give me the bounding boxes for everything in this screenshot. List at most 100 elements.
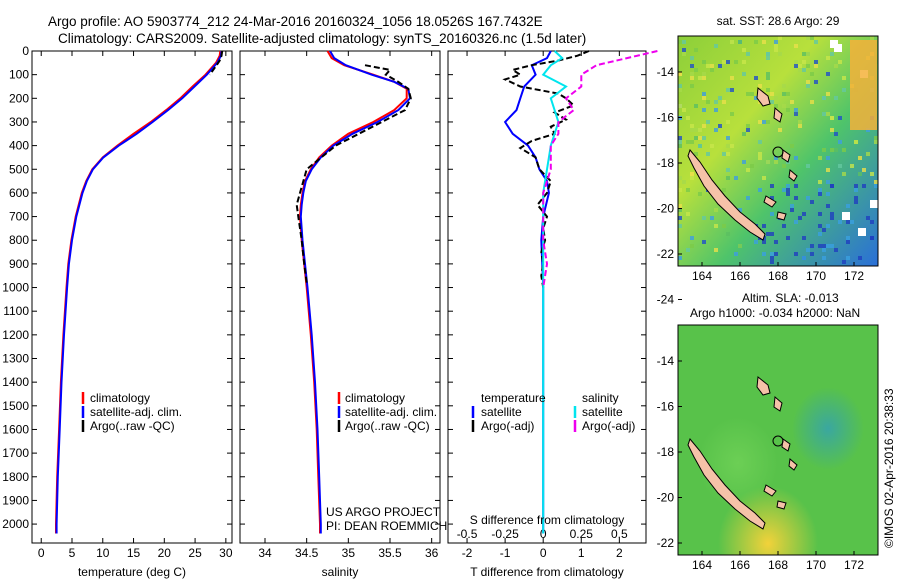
sst-pixel xyxy=(714,208,718,212)
difference-x-label: T difference from climatology xyxy=(470,565,624,579)
legend-label-temp-argo: Argo(-adj) xyxy=(481,419,534,433)
sst-pixel xyxy=(818,192,822,196)
sst-pixel xyxy=(854,196,858,200)
sst-pixel xyxy=(698,144,702,148)
sst-pixel xyxy=(754,40,758,44)
sst-pixel xyxy=(766,88,770,92)
sst-pixel xyxy=(754,96,758,100)
series-line-climatology xyxy=(298,50,408,534)
sst-pixel xyxy=(802,212,806,216)
sst-pixel xyxy=(826,56,830,60)
sst-pixel xyxy=(778,128,782,132)
sst-pixel xyxy=(686,212,690,216)
sst-pixel xyxy=(694,128,698,132)
sst-pixel xyxy=(686,248,690,252)
sst-pixel xyxy=(854,188,858,192)
sst-pixel xyxy=(746,52,750,56)
sst-pixel xyxy=(754,240,758,244)
sst-pixel xyxy=(766,72,770,76)
y-tick-label: 800 xyxy=(9,233,29,247)
sst-pixel xyxy=(826,180,830,184)
sst-pixel xyxy=(738,208,742,212)
map-x-tick-label: 172 xyxy=(844,269,864,283)
x-tick-label: 25 xyxy=(188,546,202,560)
sst-pixel xyxy=(834,96,838,100)
series-line-satellite-adj-clim xyxy=(299,50,412,534)
series-line-satellite-adj-clim xyxy=(55,50,223,534)
difference-legend-temperature: temperature satellite Argo(-adj) xyxy=(471,391,546,433)
sst-pixel xyxy=(694,152,698,156)
sst-pixel xyxy=(806,248,810,252)
sst-pixel xyxy=(762,240,766,244)
sst-pixel xyxy=(826,92,830,96)
x-tick-label: 36 xyxy=(425,546,439,560)
sst-pixel xyxy=(798,124,802,128)
sst-pixel xyxy=(814,80,818,84)
y-tick-label: 2000 xyxy=(2,517,29,531)
sst-pixel xyxy=(786,108,790,112)
sst-pixel xyxy=(782,104,786,108)
sst-pixel xyxy=(726,136,730,140)
sst-pixel xyxy=(810,36,814,40)
y-tick-label: 900 xyxy=(9,257,29,271)
sst-pixel xyxy=(770,212,774,216)
sst-pixel xyxy=(854,140,858,144)
difference-chart: -2 -1 0 1 2 -0.5 -0.25 0 0.25 0.5 temperature sat… xyxy=(447,50,658,579)
sst-pixel xyxy=(774,48,778,52)
series-line-salinity-argo-adj xyxy=(542,50,658,288)
sst-pixel xyxy=(822,228,826,232)
difference-legend-salinity: salinity satellite Argo(-adj) xyxy=(573,391,635,433)
sst-pixel xyxy=(678,84,682,88)
sst-pixel xyxy=(678,256,682,260)
header-subtitle: Climatology: CARS2009. Satellite-adjuste… xyxy=(58,31,586,46)
sst-pixel xyxy=(762,176,766,180)
sst-pixel xyxy=(770,232,774,236)
sst-pixel xyxy=(786,236,790,240)
sst-pixel xyxy=(678,72,682,76)
sst-pixel xyxy=(842,260,846,264)
sst-pixel xyxy=(790,180,794,184)
sst-pixel xyxy=(722,188,726,192)
sst-missing-pixel xyxy=(834,44,842,52)
sst-pixel xyxy=(810,252,814,256)
x-tick-label: 2 xyxy=(616,546,623,560)
y-tick-label: 1100 xyxy=(3,304,29,318)
map-x-tick-label: 168 xyxy=(768,558,788,572)
sst-pixel xyxy=(698,192,702,196)
sst-pixel xyxy=(798,68,802,72)
sst-pixel xyxy=(774,104,778,108)
sst-pixel xyxy=(806,84,810,88)
sst-pixel xyxy=(782,84,786,88)
x-tick-label: 34.5 xyxy=(295,546,319,560)
salinity-plot-frame xyxy=(239,50,441,544)
sst-pixel xyxy=(690,72,694,76)
map-x-tick-label: 172 xyxy=(844,558,864,572)
s-diff-tick-label: 0 xyxy=(540,527,547,541)
sst-pixel xyxy=(686,188,690,192)
sst-pixel xyxy=(858,172,862,176)
sst-pixel xyxy=(838,140,842,144)
sst-pixel xyxy=(690,56,694,60)
sst-pixel xyxy=(838,164,842,168)
map-y-tick-label: -22 xyxy=(657,247,675,261)
sst-pixel xyxy=(846,220,850,224)
sst-pixel xyxy=(846,240,850,244)
sst-pixel xyxy=(786,184,790,188)
salinity-legend: climatology satellite-adj. clim. Argo(..… xyxy=(337,391,437,433)
y-tick-label: 1900 xyxy=(2,493,29,507)
map-x-tick-label: 170 xyxy=(806,558,826,572)
sst-pixel xyxy=(774,40,778,44)
sst-pixel xyxy=(718,64,722,68)
sst-pixel xyxy=(806,36,810,40)
sst-pixel xyxy=(842,88,846,92)
sst-pixel xyxy=(746,92,750,96)
sst-pixel xyxy=(694,104,698,108)
sst-pixel xyxy=(682,48,686,52)
sst-pixel xyxy=(758,188,762,192)
sst-pixel xyxy=(794,60,798,64)
sst-pixel xyxy=(774,160,778,164)
sst-pixel xyxy=(794,220,798,224)
sst-pixel xyxy=(874,140,878,144)
sst-pixel xyxy=(730,88,734,92)
